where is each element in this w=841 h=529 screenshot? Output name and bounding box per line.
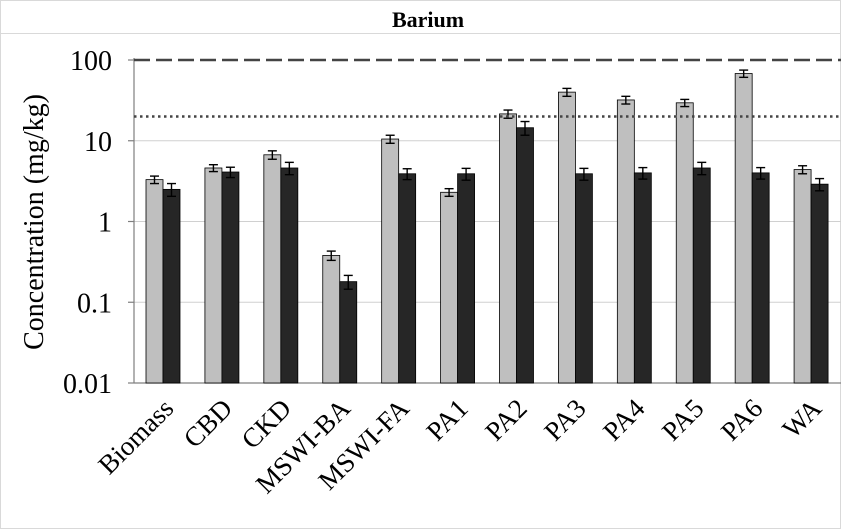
bar-series-1-cbd bbox=[204, 167, 223, 384]
bar-series-1-pa5 bbox=[675, 102, 694, 384]
bar-series-1-biomass bbox=[145, 179, 164, 384]
bar-series-1-wa bbox=[793, 169, 812, 384]
bar-series-2-wa bbox=[810, 183, 829, 384]
bar-series-1-mswi-ba bbox=[322, 255, 341, 384]
bar-series-2-ckd bbox=[280, 167, 299, 384]
y-tick-label: 1 bbox=[98, 208, 112, 239]
bar-series-2-pa4 bbox=[633, 172, 652, 384]
bar-series-1-mswi-fa bbox=[381, 138, 400, 384]
bar-series-1-ckd bbox=[263, 154, 282, 384]
bar-series-2-pa1 bbox=[457, 173, 475, 384]
bar-series-2-pa3 bbox=[575, 173, 593, 384]
y-tick-label: 10 bbox=[84, 127, 112, 158]
bar-series-1-pa4 bbox=[616, 99, 635, 384]
bar-series-2-pa2 bbox=[516, 127, 534, 384]
y-tick-label: 0.01 bbox=[63, 369, 112, 400]
bar-series-2-mswi-ba bbox=[339, 281, 358, 384]
y-axis-label: Concentration (mg/kg) bbox=[19, 94, 50, 350]
y-tick-label: 100 bbox=[70, 46, 112, 77]
bar-series-1-pa6 bbox=[734, 73, 753, 384]
bar-series-2-mswi-fa bbox=[398, 173, 417, 384]
bar-series-2-pa5 bbox=[692, 167, 711, 384]
bar-series-2-biomass bbox=[162, 188, 181, 384]
chart-title: Barium bbox=[392, 7, 464, 32]
bar-series-1-pa1 bbox=[440, 191, 458, 384]
y-tick-label: 0.1 bbox=[77, 288, 112, 319]
bar-series-1-pa3 bbox=[558, 91, 576, 384]
bar-series-2-cbd bbox=[221, 171, 240, 384]
bar-series-1-pa2 bbox=[499, 113, 517, 384]
bar-series-2-pa6 bbox=[751, 172, 770, 384]
